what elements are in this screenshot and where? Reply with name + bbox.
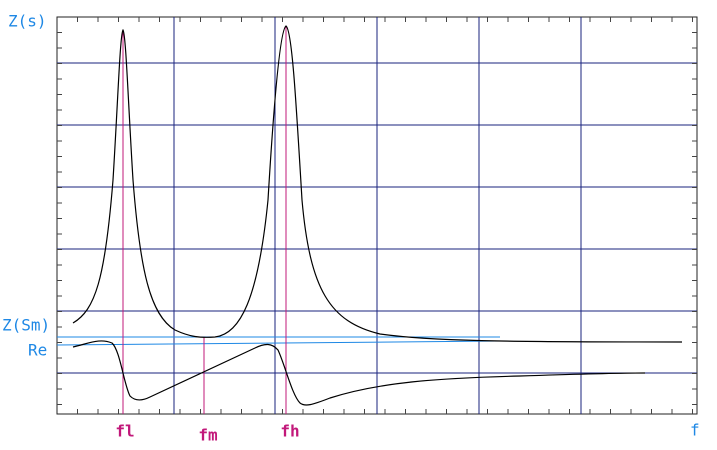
fm-label: fm [198,426,218,445]
re-line [56,340,501,346]
fl-label: fl [115,422,134,441]
y-axis-label: Z(s) [8,12,47,31]
grid [57,17,697,414]
re-label: Re [28,341,47,360]
fh-label: fh [280,422,299,441]
impedance-curve [72,25,683,343]
x-axis-label: f [690,421,700,440]
ticks [57,17,697,414]
z-sm-label: Z(Sm) [2,316,50,335]
phase-curve [72,340,646,406]
